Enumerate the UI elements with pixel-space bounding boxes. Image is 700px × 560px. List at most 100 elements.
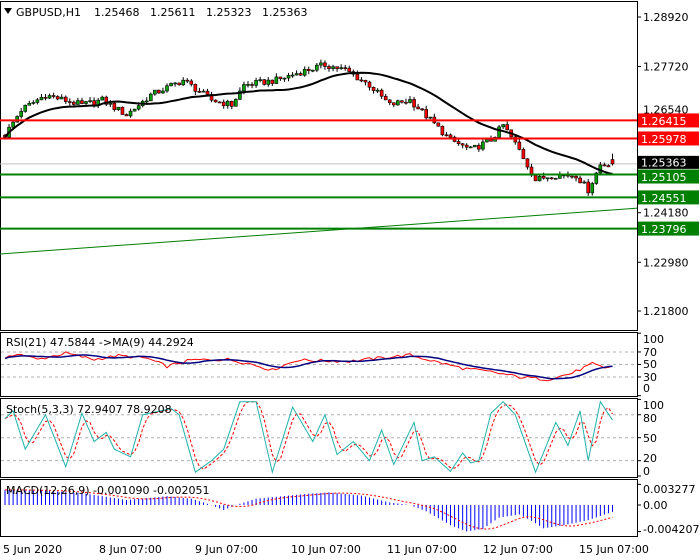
candle-body (27, 102, 32, 106)
candle-body (448, 134, 453, 138)
candle-body (181, 79, 185, 86)
stochastic-axis-label: 0 (643, 465, 650, 478)
candle-body (92, 100, 96, 106)
candle-body (574, 175, 578, 179)
current-price-tag (638, 155, 699, 169)
candle-body (582, 181, 586, 184)
moving-average-line (4, 71, 613, 175)
price-axis-label: 1.21800 (643, 305, 689, 318)
candle-body (335, 66, 339, 69)
candle-body (68, 101, 72, 103)
candle-body (310, 69, 315, 72)
candle-body (375, 89, 380, 92)
rsi-title: RSI(21) 47.5844 ->MA(9) 44.2924 (6, 336, 194, 349)
stochastic-panel[interactable] (0, 398, 638, 478)
main-price-panel[interactable] (0, 1, 638, 331)
candle-body (343, 67, 348, 69)
candle-body (379, 89, 384, 97)
support-price-tag (638, 169, 699, 184)
rsi-axis-label: 0 (643, 382, 650, 395)
candle-body (250, 84, 254, 86)
dropdown-triangle-icon[interactable] (4, 8, 12, 14)
candle-body (47, 95, 52, 99)
macd-panel[interactable] (0, 479, 638, 537)
candle-body (201, 90, 206, 93)
candle-body (420, 108, 424, 111)
candle-body (468, 146, 473, 149)
candle-body (424, 109, 429, 119)
candle-body (298, 73, 303, 76)
candle-body (282, 77, 287, 80)
candle-body (549, 177, 554, 180)
candle-body (460, 143, 465, 146)
candle-body (165, 85, 169, 92)
candle-body (128, 110, 133, 117)
candle-body (31, 102, 36, 104)
candle-body (485, 139, 489, 143)
candle-body (173, 82, 177, 85)
candle-body (456, 141, 461, 145)
candle-body (347, 67, 352, 72)
candle-body (262, 79, 267, 85)
candle-body (371, 86, 376, 91)
axes: 1.28920 1.27720 1.26540 1.24180 1.22980 1.218… (3, 11, 699, 556)
candle-body (221, 101, 226, 107)
current-price-label: 1.25363 (641, 156, 687, 169)
time-axis-label: 15 Jun 07:00 (579, 543, 649, 556)
candle-body (497, 126, 501, 138)
time-axis-label: 12 Jun 07:00 (483, 543, 553, 556)
stochastic-main-line (4, 400, 613, 475)
candle-body (290, 74, 295, 77)
ohlc-high: 1.25611 (150, 6, 196, 19)
candle-body (63, 96, 68, 102)
rsi-ma-line (4, 354, 613, 380)
candle-body (157, 89, 161, 94)
candle-body (230, 100, 234, 107)
candle-body (472, 144, 477, 148)
candle-body (136, 105, 141, 110)
stochastic-signal-line (4, 401, 613, 470)
candle-body (59, 96, 64, 100)
candle-body (367, 81, 372, 88)
candle-body (35, 99, 40, 103)
support-price-tag (638, 221, 699, 236)
candle-body (541, 175, 546, 179)
macd-title: MACD(12,26,9) -0.001090 -0.002051 (6, 484, 209, 497)
candle-body (606, 165, 611, 168)
candle-body (149, 93, 153, 102)
candle-body (213, 99, 218, 103)
candle-body (387, 99, 392, 103)
candle-body (205, 90, 210, 95)
candle-body (339, 67, 343, 69)
candle-body (124, 114, 129, 117)
candle-body (396, 100, 400, 106)
candle-body (100, 96, 104, 101)
symbol-timeframe-label: GBPUSD,H1 (16, 6, 81, 19)
stochastic-axis-label: 50 (643, 432, 657, 445)
candle-body (23, 104, 28, 112)
candle-body (193, 83, 198, 92)
macd-axis-label: 0.00 (643, 499, 668, 512)
candle-body (594, 172, 599, 184)
candle-body (88, 100, 92, 102)
time-axis-label: 11 Jun 07:00 (387, 543, 457, 556)
candle-body (55, 96, 60, 100)
candle-body (153, 89, 157, 95)
ohlc-close: 1.25363 (262, 6, 308, 19)
candle-body (428, 116, 433, 119)
candle-body (238, 90, 242, 100)
rsi-axis-label: 70 (643, 346, 657, 359)
candle-body (274, 76, 279, 84)
candle-body (132, 108, 137, 112)
candle-body (489, 139, 493, 142)
candle-body (144, 100, 149, 103)
candle-body (400, 100, 404, 103)
candle-body (225, 100, 230, 107)
candle-body (477, 144, 481, 150)
candle-body (602, 164, 607, 167)
candle-body (266, 79, 271, 85)
candle-body (270, 79, 275, 84)
candle-body (610, 159, 615, 165)
